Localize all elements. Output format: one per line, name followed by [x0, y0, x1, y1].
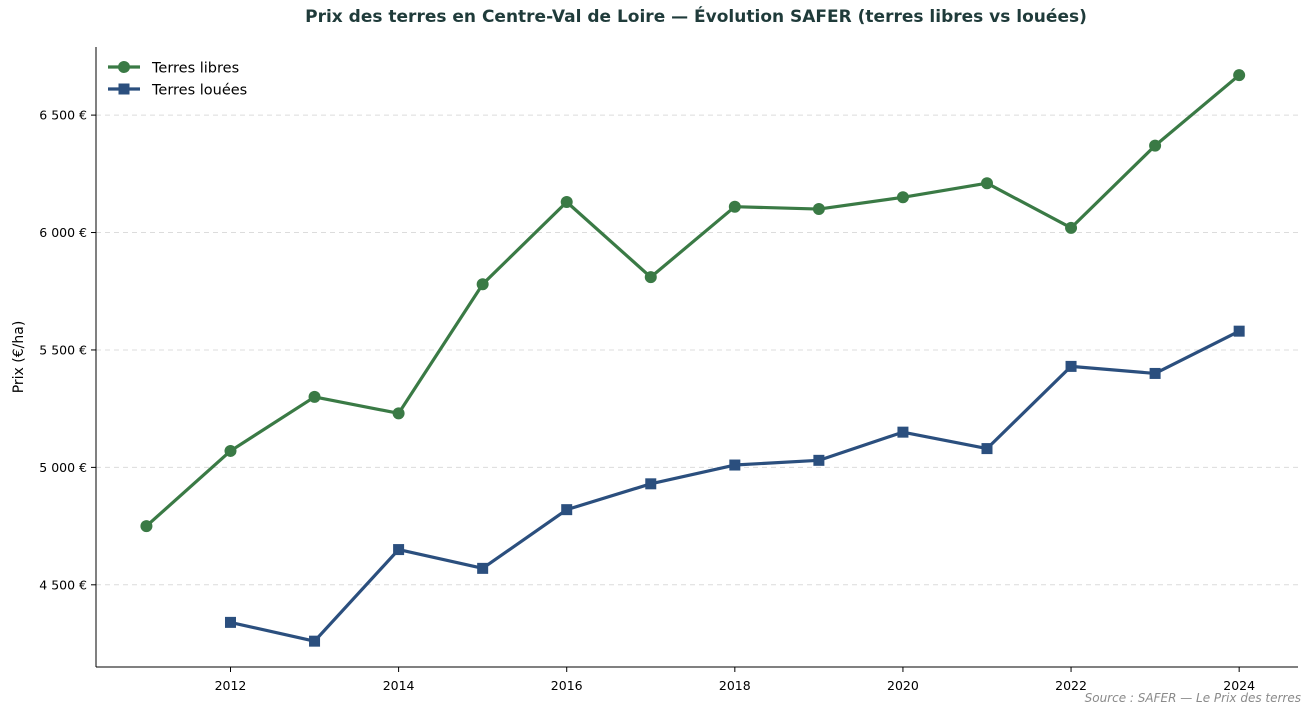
tick-labels: 4 500 € 5 000 € 5 500 € 6 000 € 6 500 € 2012 2… — [39, 108, 1255, 693]
data-point — [980, 177, 993, 190]
x-tick-label: 2020 — [887, 678, 919, 693]
data-point — [728, 200, 741, 213]
legend-item: Terres libres — [108, 61, 239, 77]
data-point — [1149, 367, 1161, 379]
data-point — [560, 196, 573, 208]
series — [140, 69, 1246, 647]
legend-label: Terres louées — [151, 83, 247, 99]
x-tick-label: 2014 — [383, 678, 415, 693]
data-point — [1233, 325, 1245, 337]
y-tick-label: 5 500 € — [39, 342, 87, 357]
data-point — [392, 407, 405, 420]
data-point — [813, 454, 825, 466]
data-point — [224, 444, 237, 457]
x-tick-label: 2012 — [215, 678, 247, 693]
y-tick-label: 5 000 € — [39, 460, 87, 475]
legend-marker — [118, 83, 130, 95]
series-terres-louees — [224, 325, 1245, 647]
y-tick-label: 6 000 € — [39, 225, 87, 240]
data-point — [477, 562, 489, 574]
axes — [95, 47, 1298, 668]
data-point — [1233, 69, 1246, 82]
data-point — [729, 459, 741, 471]
data-point — [224, 616, 236, 628]
source-note: Source : SAFER — Le Prix des terres — [1085, 691, 1301, 705]
series-line — [144, 73, 1241, 528]
legend: Terres libres Terres louées — [108, 61, 247, 99]
data-point — [897, 426, 909, 438]
data-point — [645, 478, 657, 490]
grid-lines — [96, 114, 1298, 586]
x-tick-label: 2024 — [1223, 678, 1255, 693]
data-point — [1065, 221, 1078, 234]
x-tick-label: 2018 — [719, 678, 751, 693]
data-point — [812, 203, 825, 216]
data-point — [896, 191, 909, 204]
data-point — [1065, 360, 1077, 372]
data-point — [309, 635, 321, 647]
series-terres-libres — [140, 69, 1246, 533]
y-tick-label: 6 500 € — [39, 108, 87, 123]
chart-title: Prix des terres en Centre-Val de Loire —… — [305, 7, 1087, 27]
data-point — [561, 504, 573, 516]
data-point — [393, 544, 405, 556]
data-point — [476, 278, 489, 291]
data-point — [644, 271, 657, 284]
legend-label: Terres libres — [151, 61, 239, 77]
data-point — [981, 443, 993, 455]
x-tick-label: 2022 — [1055, 678, 1087, 693]
legend-marker — [118, 61, 130, 73]
data-point — [308, 390, 321, 403]
data-point — [140, 520, 153, 533]
y-tick-label: 4 500 € — [39, 577, 87, 592]
y-axis-label: Prix (€/ha) — [11, 321, 27, 394]
legend-item: Terres louées — [108, 83, 247, 99]
data-point — [1149, 139, 1162, 152]
x-tick-label: 2016 — [551, 678, 583, 693]
series-line — [228, 329, 1241, 643]
